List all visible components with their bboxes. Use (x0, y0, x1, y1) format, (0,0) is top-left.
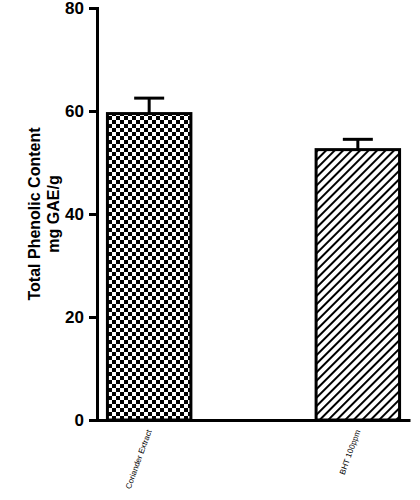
error-bar-stem (356, 139, 359, 149)
y-tick-mark (89, 110, 97, 113)
y-tick-label: 20 (65, 308, 84, 327)
x-tick-label: BHT 100ppm (338, 428, 363, 476)
y-axis-title-line: Total Phenolic Content (26, 127, 43, 301)
y-tick-label: 40 (65, 205, 84, 224)
y-axis-title-line: mg GAE/g (45, 175, 62, 252)
bar (107, 114, 190, 420)
y-tick-mark (89, 213, 97, 216)
error-bar-cap (343, 138, 373, 141)
plot-area (107, 98, 399, 420)
y-tick: 40 (65, 205, 97, 224)
y-axis-line (89, 9, 98, 421)
error-bar-cap (134, 97, 164, 100)
y-axis: 0 20 40 60 80 (65, 0, 97, 430)
x-tick: Coriander Extract (124, 428, 154, 490)
x-tick: BHT 100ppm (338, 428, 363, 476)
error-bar-stem (148, 98, 151, 113)
chart: 0 20 40 60 80 Coriander Extract BHT 100ppm Tota… (0, 0, 420, 500)
x-tick-label: Coriander Extract (124, 428, 154, 490)
x-axis-line (98, 419, 411, 422)
y-tick: 80 (65, 0, 97, 18)
y-tick-label: 80 (65, 0, 84, 18)
error-bar (343, 139, 373, 149)
error-bar (134, 98, 164, 113)
y-tick: 0 (75, 411, 97, 430)
y-tick-mark (89, 7, 97, 10)
y-tick: 60 (65, 102, 97, 121)
y-axis-title: Total Phenolic Contentmg GAE/g (26, 127, 62, 301)
bar (316, 150, 399, 420)
y-tick: 20 (65, 308, 97, 327)
x-axis: Coriander Extract BHT 100ppm (98, 421, 411, 491)
y-tick-label: 0 (75, 411, 84, 430)
y-tick-label: 60 (65, 102, 84, 121)
y-tick-mark (89, 419, 97, 422)
y-tick-mark (89, 316, 97, 319)
